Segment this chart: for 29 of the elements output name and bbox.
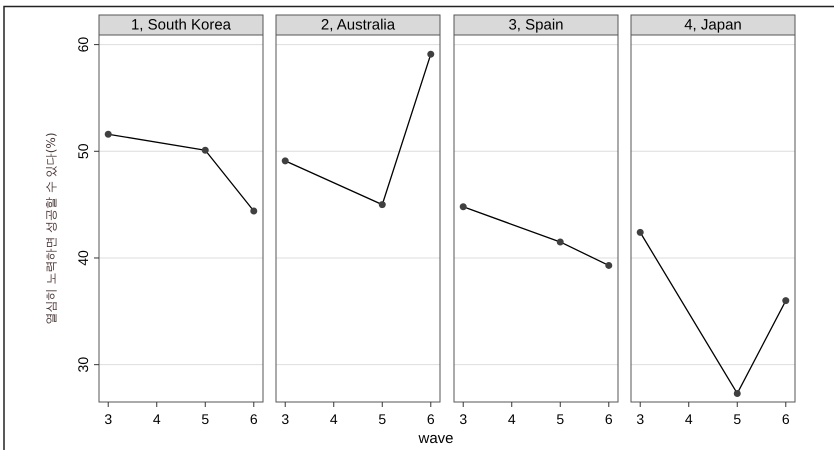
- x-tick-label: 5: [378, 411, 386, 427]
- x-tick-label: 6: [604, 411, 613, 427]
- x-tick-label: 4: [684, 411, 693, 427]
- y-axis-title: 열심히 노력하면 성공할 수 있다(%): [44, 132, 58, 325]
- x-tick-label: 3: [281, 411, 290, 427]
- chart-title: 3, Spain: [508, 16, 564, 34]
- y-tick-label: 30: [75, 356, 91, 372]
- x-tick-label: 3: [104, 411, 112, 427]
- x-axis-title: wave: [417, 430, 454, 447]
- point: [250, 208, 258, 215]
- x-tick-label: 4: [152, 411, 161, 427]
- chart-title: 4, Japan: [684, 16, 742, 34]
- x-tick-label: 4: [508, 411, 516, 427]
- x-tick-label: 5: [556, 411, 564, 427]
- x-tick-label: 5: [733, 411, 742, 427]
- x-tick-label: 6: [426, 411, 435, 427]
- x-tick-label: 4: [330, 411, 338, 427]
- x-tick-label: 3: [459, 411, 468, 427]
- point: [104, 130, 112, 138]
- chart-title: 2, Australia: [320, 16, 396, 34]
- point: [202, 146, 209, 154]
- y-tick-label: 60: [75, 36, 91, 52]
- x-tick-label: 5: [201, 411, 210, 427]
- x-tick-label: 6: [782, 411, 790, 427]
- y-tick-label: 50: [75, 143, 91, 160]
- x-tick-label: 6: [250, 411, 258, 427]
- chart-title: 1, South Korea: [130, 16, 232, 34]
- y-tick-label: 40: [75, 250, 91, 266]
- x-tick-label: 3: [636, 411, 644, 427]
